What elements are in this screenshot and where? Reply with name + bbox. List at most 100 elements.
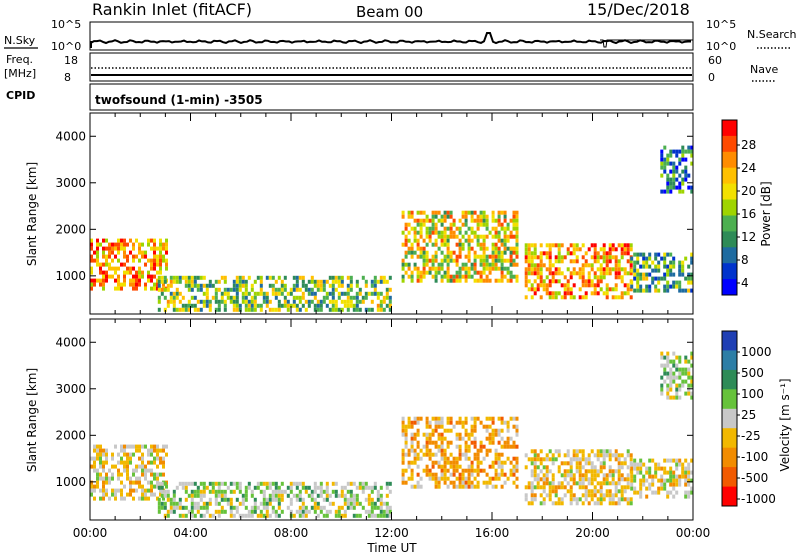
heatmap-cell [162, 456, 165, 461]
heatmap-cell [388, 303, 392, 308]
heatmap-cell [593, 477, 597, 482]
heatmap-cell [515, 444, 519, 449]
heatmap-cell [590, 255, 594, 260]
heatmap-cell [93, 468, 96, 473]
heatmap-cell [626, 287, 630, 292]
heatmap-cell [672, 272, 676, 277]
heatmap-cell [274, 279, 278, 284]
heatmap-cell [681, 470, 685, 475]
heatmap-cell [437, 480, 441, 485]
heatmap-cell [340, 489, 344, 494]
heatmap-cell [388, 307, 392, 312]
heatmap-cell [129, 480, 132, 485]
heatmap-cell [153, 286, 156, 291]
heatmap-cell [126, 468, 129, 473]
heatmap-cell [473, 424, 477, 429]
heatmap-cell [241, 295, 245, 300]
heatmap-cell [313, 303, 317, 308]
heatmap-cell [654, 252, 658, 257]
heatmap-cell [548, 267, 552, 272]
heatmap-cell [630, 474, 634, 479]
heatmap-cell [202, 513, 206, 518]
heatmap-cell [238, 307, 242, 312]
heatmap-cell [144, 464, 147, 469]
heatmap-cell [431, 440, 435, 445]
heatmap-cell [648, 252, 652, 257]
heatmap-cell [376, 505, 380, 510]
heatmap-cell [434, 278, 438, 283]
heatmap-cell [506, 238, 510, 243]
heatmap-cell [434, 242, 438, 247]
heatmap-cell [280, 493, 284, 498]
heatmap-cell [464, 484, 468, 489]
heatmap-cell [678, 173, 682, 178]
heatmap-cell [467, 464, 471, 469]
heatmap-cell [431, 266, 435, 271]
heatmap-cell [289, 291, 293, 296]
heatmap-cell [512, 464, 516, 469]
heatmap-cell [163, 493, 167, 498]
heatmap-cell [581, 453, 585, 458]
heatmap-cell [485, 436, 489, 441]
heatmap-cell [428, 440, 432, 445]
heatmap-cell [346, 295, 350, 300]
heatmap-cell [533, 243, 537, 248]
heatmap-cell [370, 505, 374, 510]
heatmap-cell [548, 251, 552, 256]
heatmap-cell [485, 254, 489, 259]
heatmap-cell [271, 509, 275, 514]
heatmap-cell [476, 278, 480, 283]
heatmap-cell [419, 230, 423, 235]
heatmap-cell [614, 275, 618, 280]
heatmap-cell [533, 453, 537, 458]
heatmap-cell [599, 489, 603, 494]
colorbar-swatch [722, 231, 737, 248]
heatmap-cell [153, 266, 156, 271]
heatmap-cell [322, 287, 326, 292]
heatmap-cell [196, 275, 200, 280]
heatmap-cell [620, 275, 624, 280]
heatmap-cell [446, 266, 450, 271]
heatmap-cell [491, 460, 495, 465]
colorbar-frame [721, 119, 738, 296]
heatmap-cell [153, 448, 156, 453]
heatmap-cell [141, 472, 144, 477]
heatmap-cell [244, 279, 248, 284]
heatmap-cell [90, 456, 93, 461]
heatmap-cell [147, 242, 150, 247]
heatmap-cell [617, 477, 621, 482]
heatmap-cell [229, 295, 233, 300]
heatmap-cell [642, 462, 646, 467]
heatmap-cell [672, 173, 676, 178]
heatmap-cell [410, 440, 414, 445]
heatmap-cell [437, 444, 441, 449]
heatmap-cell [434, 270, 438, 275]
heatmap-cell [651, 458, 655, 463]
heatmap-cell [539, 493, 543, 498]
heatmap-cell [93, 258, 96, 263]
heatmap-cell [93, 250, 96, 255]
heatmap-cell [530, 267, 534, 272]
heatmap-cell [135, 286, 138, 291]
heatmap-cell [503, 420, 507, 425]
heatmap-cell [129, 238, 132, 243]
heatmap-cell [506, 278, 510, 283]
heatmap-cell [497, 210, 501, 215]
heatmap-cell [563, 469, 567, 474]
heatmap-cell [533, 497, 537, 502]
heatmap-cell [376, 295, 380, 300]
heatmap-cell [114, 492, 117, 497]
heatmap-cell [346, 283, 350, 288]
heatmap-cell [159, 266, 162, 271]
heatmap-cell [551, 457, 555, 462]
heatmap-cell [120, 480, 123, 485]
heatmap-cell [554, 485, 558, 490]
heatmap-cell [241, 275, 245, 280]
heatmap-cell [163, 275, 167, 280]
heatmap-cell [557, 271, 561, 276]
heatmap-cell [102, 496, 105, 501]
heatmap-cell [633, 466, 637, 471]
heatmap-cell [626, 485, 630, 490]
heatmap-cell [636, 272, 640, 277]
heatmap-cell [220, 505, 224, 510]
